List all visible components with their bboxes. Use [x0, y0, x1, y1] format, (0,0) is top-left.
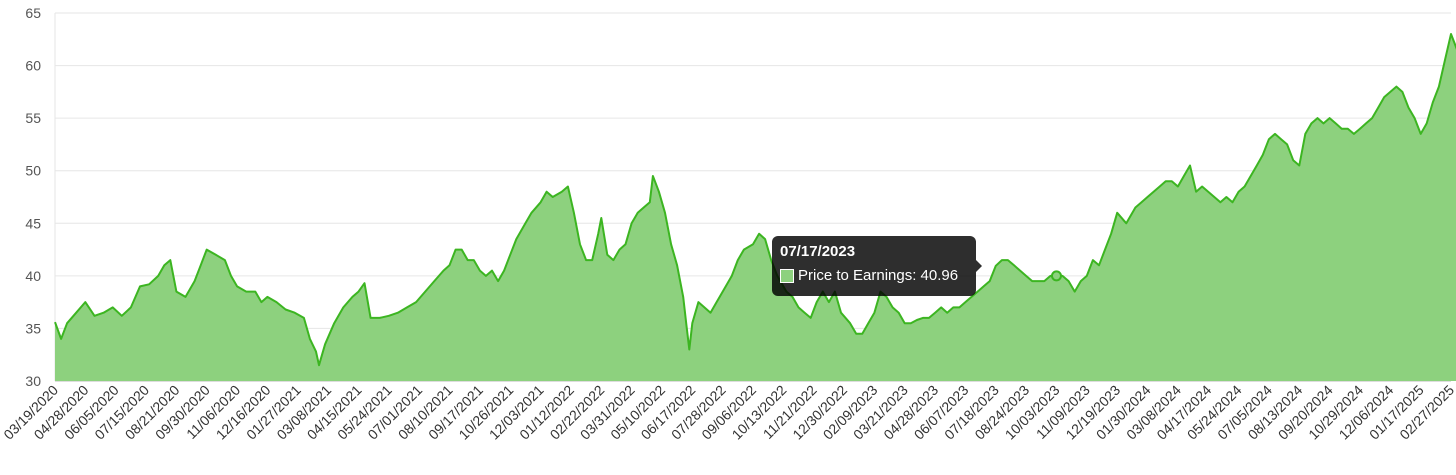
y-tick-label: 35 — [25, 320, 41, 336]
y-tick-label: 65 — [25, 5, 41, 21]
y-tick-label: 50 — [25, 163, 41, 179]
tooltip-row: Price to Earnings: 40.96 — [780, 267, 968, 285]
chart-tooltip: 07/17/2023 Price to Earnings: 40.96 — [772, 236, 982, 296]
y-tick-label: 40 — [25, 268, 41, 284]
y-tick-label: 55 — [25, 110, 41, 126]
tooltip-date: 07/17/2023 — [780, 243, 856, 260]
y-tick-label: 45 — [25, 215, 41, 231]
tooltip-value: Price to Earnings: 40.96 — [798, 267, 959, 284]
area-fill-price-to-earnings — [55, 34, 1456, 381]
hover-marker — [1050, 270, 1062, 282]
hover-point[interactable] — [1050, 270, 1062, 282]
tooltip-caret — [976, 260, 982, 272]
y-tick-label: 30 — [25, 373, 41, 389]
y-tick-label: 60 — [25, 58, 41, 74]
line-price-to-earnings — [54, 33, 1456, 367]
x-axis-tick-labels: 03/19/202004/28/202006/05/202007/15/2020… — [0, 382, 1456, 443]
series-swatch-icon — [780, 269, 794, 283]
y-axis-tick-labels: 30 35 40 45 50 55 60 65 — [25, 5, 41, 389]
series-price-to-earnings — [54, 33, 1456, 381]
